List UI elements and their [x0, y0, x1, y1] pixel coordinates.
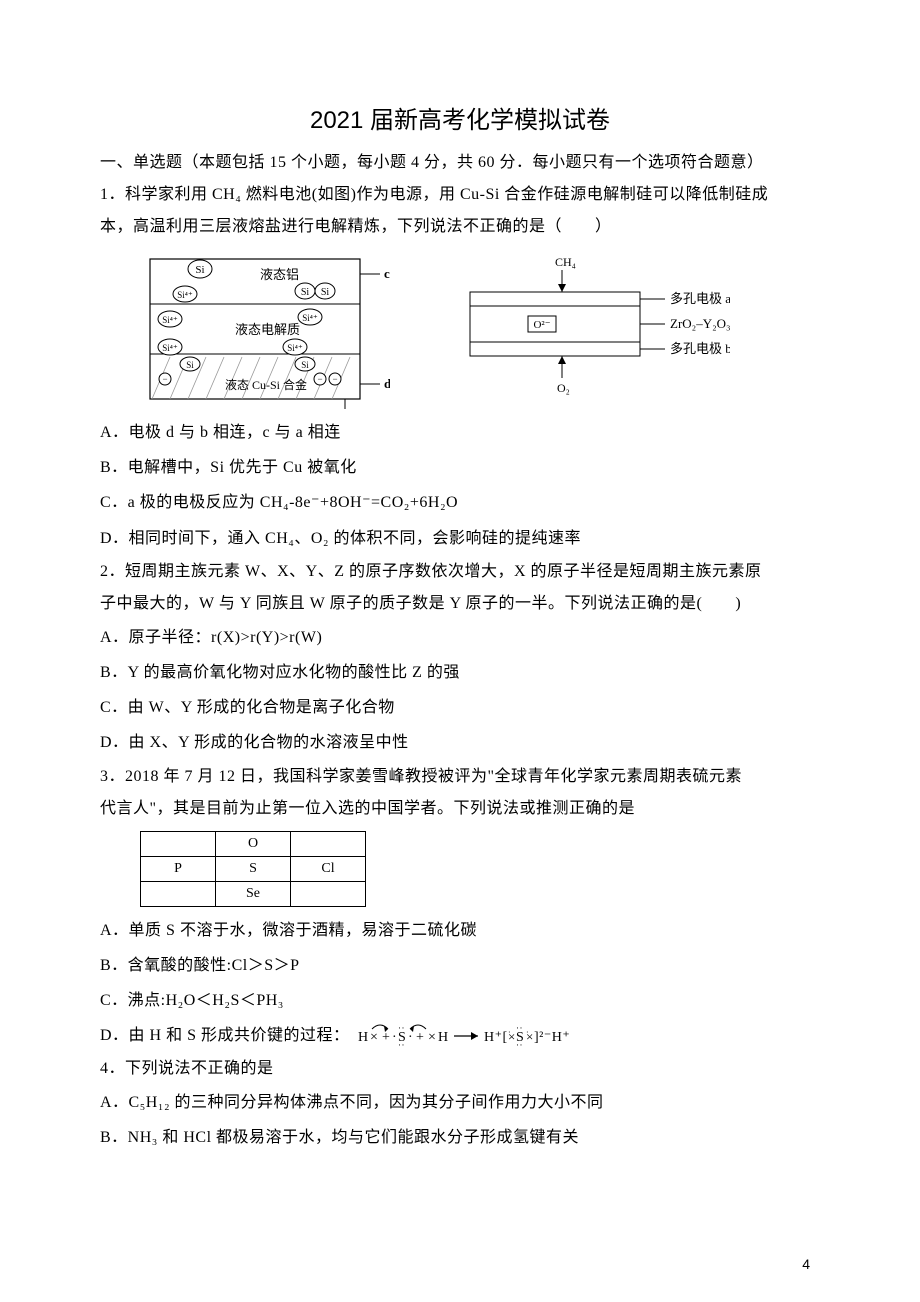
svg-text:]²⁻H⁺: ]²⁻H⁺ [534, 1030, 570, 1045]
si-label: Si [195, 264, 204, 276]
cell: O [216, 831, 291, 856]
layer-mid-label: 液态电解质 [235, 322, 300, 337]
table-row: O [141, 831, 366, 856]
svg-text:H: H [358, 1030, 369, 1045]
svg-text:·: · [508, 1028, 511, 1037]
section-header: 一、单选题（本题包括 15 个小题，每小题 4 分，共 60 分．每小题只有一个… [100, 147, 820, 179]
q3-opt-d: D．由 H 和 S 形成共价键的过程： H × + · S ·· ·· · + … [100, 1018, 820, 1053]
svg-text:··: ·· [398, 1023, 405, 1033]
q3-opt-a: A．单质 S 不溶于水，微溶于酒精，易溶于二硫化碳 [100, 913, 820, 948]
lead-d-label: d [384, 376, 390, 391]
q1-figures: Si 液态铝 Si Si Si⁴⁺ Si⁴⁺ Si⁴⁺ 液态电解质 Si⁴⁺ S… [140, 249, 820, 409]
svg-text:Si⁴⁺: Si⁴⁺ [287, 343, 303, 353]
table-row: Se [141, 881, 366, 906]
q1-opt-c: C．a 极的电极反应为 CH₄-8e⁻+8OH⁻=CO₂+6H₂O [100, 485, 820, 520]
svg-text:×: × [370, 1030, 378, 1045]
electrode-b-label: 多孔电极 b [670, 341, 730, 356]
q3-opt-b: B．含氧酸的酸性:Cl＞S＞P [100, 948, 820, 983]
page-title: 2021 届新高考化学模拟试卷 [100, 100, 820, 135]
svg-text:·: · [526, 1028, 529, 1037]
q4-opt-b: B．NH₃ 和 HCl 都极易溶于水，均与它们能跟水分子形成氢键有关 [100, 1120, 820, 1155]
cell: Se [216, 881, 291, 906]
svg-text:−: − [162, 374, 167, 384]
cell: S [216, 856, 291, 881]
electrolyte-label: ZrO₂–Y₂O₃ [670, 316, 730, 331]
svg-text:·: · [392, 1030, 397, 1045]
svg-text:+: + [416, 1030, 424, 1045]
q4-line1: 4．下列说法不正确的是 [100, 1053, 820, 1085]
q3-opt-c: C．沸点:H₂O＜H₂S＜PH₃ [100, 983, 820, 1018]
fuel-cell-diagram: CH₄ O²⁻ 多孔电极 a ZrO₂–Y₂O₃ 多孔电极 b O₂ [450, 254, 730, 404]
svg-text:×: × [428, 1030, 436, 1045]
cell: Cl [291, 856, 366, 881]
svg-text:Si⁴⁺: Si⁴⁺ [302, 313, 318, 323]
q1-opt-b: B．电解槽中，Si 优先于 Cu 被氧化 [100, 450, 820, 485]
ion-label: O²⁻ [533, 319, 550, 331]
electrode-a-label: 多孔电极 a [670, 291, 730, 306]
periodic-fragment-table: O P S Cl Se [140, 831, 366, 907]
cell [141, 881, 216, 906]
svg-text:··: ·· [398, 1040, 405, 1049]
exam-page: 2021 届新高考化学模拟试卷 一、单选题（本题包括 15 个小题，每小题 4 … [0, 0, 920, 1302]
ch4-label: CH₄ [555, 255, 576, 269]
q2-opt-d: D．由 X、Y 形成的化合物的水溶液呈中性 [100, 725, 820, 760]
q3-line2: 代言人"，其是目前为止第一位入选的中国学者。下列说法或推测正确的是 [100, 793, 820, 825]
cell: P [141, 856, 216, 881]
page-number: 4 [802, 1256, 810, 1272]
q3-line1: 3．2018 年 7 月 12 日，我国科学家姜雪峰教授被评为"全球青年化学家元… [100, 761, 820, 793]
q3-opt-d-prefix: D．由 H 和 S 形成共价键的过程： [100, 1018, 350, 1053]
o2-label: O₂ [557, 381, 570, 395]
lead-c-label: c [384, 266, 390, 281]
svg-text:−: − [332, 374, 337, 384]
cell [291, 831, 366, 856]
q2-opt-a: A．原子半径：r(X)>r(Y)>r(W) [100, 620, 820, 655]
table-row: P S Cl [141, 856, 366, 881]
svg-text:Si: Si [321, 287, 330, 298]
q1-opt-d: D．相同时间下，通入 CH₄、O₂ 的体积不同，会影响硅的提纯速率 [100, 521, 820, 556]
svg-text:Si⁴⁺: Si⁴⁺ [162, 343, 178, 353]
svg-text:Si: Si [301, 360, 309, 370]
svg-text:−: − [317, 374, 322, 384]
layer-top-label: 液态铝 [260, 267, 299, 282]
svg-text:Si: Si [186, 360, 194, 370]
q4-opt-a: A．C₅H₁₂ 的三种同分异构体沸点不同，因为其分子间作用力大小不同 [100, 1085, 820, 1120]
q2-opt-b: B．Y 的最高价氧化物对应水化物的酸性比 Z 的强 [100, 655, 820, 690]
svg-text:··: ·· [516, 1040, 523, 1049]
q2-line1: 2．短周期主族元素 W、X、Y、Z 的原子序数依次增大，X 的原子半径是短周期主… [100, 556, 820, 588]
svg-text:Si⁴⁺: Si⁴⁺ [177, 290, 193, 300]
q1-opt-a: A．电极 d 与 b 相连，c 与 a 相连 [100, 415, 820, 450]
svg-text:Si⁴⁺: Si⁴⁺ [162, 315, 178, 325]
layer-bot-label: 液态 Cu-Si 合金 [225, 377, 307, 392]
q2-line2: 子中最大的，W 与 Y 同族且 W 原子的质子数是 Y 原子的一半。下列说法正确… [100, 588, 820, 620]
cell [291, 881, 366, 906]
svg-text:·: · [408, 1030, 413, 1045]
bond-formation-diagram: H × + · S ·· ·· · + × H H⁺[ ×· S ···· ×·… [356, 1023, 616, 1049]
q1-line1: 1．科学家利用 CH₄ 燃料电池(如图)作为电源，用 Cu-Si 合金作硅源电解… [100, 179, 820, 211]
q2-opt-c: C．由 W、Y 形成的化合物是离子化合物 [100, 690, 820, 725]
q1-line2: 本，高温利用三层液熔盐进行电解精炼，下列说法不正确的是（ ） [100, 211, 820, 243]
svg-text:H: H [438, 1030, 449, 1045]
cell [141, 831, 216, 856]
svg-text:Si: Si [301, 287, 310, 298]
svg-text:H⁺[: H⁺[ [484, 1030, 508, 1045]
svg-text:··: ·· [516, 1023, 523, 1033]
svg-text:+: + [382, 1030, 390, 1045]
electrolysis-diagram: Si 液态铝 Si Si Si⁴⁺ Si⁴⁺ Si⁴⁺ 液态电解质 Si⁴⁺ S… [140, 249, 390, 409]
